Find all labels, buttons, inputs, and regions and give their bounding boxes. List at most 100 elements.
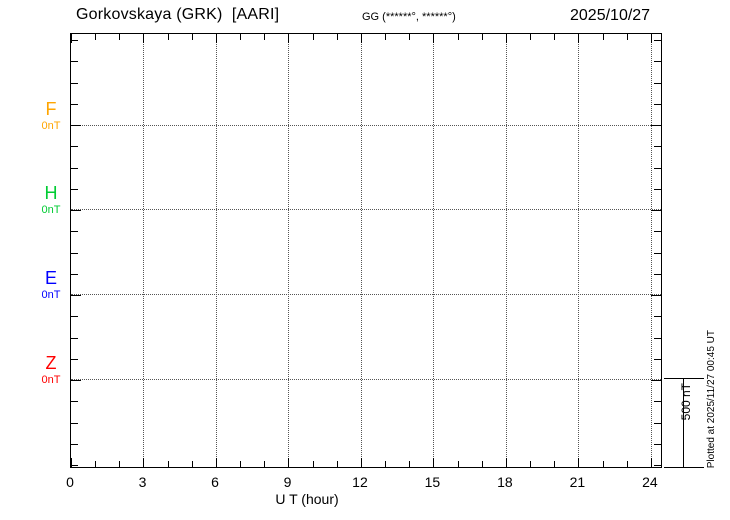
x-axis-tick — [457, 34, 459, 40]
scale-bar-cap-bottom — [664, 467, 704, 468]
component-value-f: 0nT — [41, 120, 61, 132]
y-axis-tick — [654, 231, 661, 233]
vertical-gridline — [433, 34, 435, 467]
y-axis-tick — [651, 210, 661, 211]
component-value-z: 0nT — [41, 374, 61, 386]
x-axis-tick — [264, 34, 266, 40]
x-axis-tick — [602, 461, 604, 467]
y-axis-tick — [71, 40, 78, 41]
y-axis-tick — [71, 252, 78, 254]
y-axis-tick — [71, 188, 78, 190]
component-letter-z: Z — [45, 353, 57, 373]
x-axis-tick — [288, 458, 290, 467]
y-axis-tick — [71, 125, 81, 126]
component-label-h: H 0nT — [34, 184, 68, 217]
x-axis-tick — [481, 34, 483, 40]
vertical-gridline — [288, 34, 290, 467]
x-axis-tick — [240, 461, 242, 467]
x-axis-tick — [626, 461, 628, 467]
y-axis-tick — [654, 337, 661, 339]
x-tick-label: 18 — [497, 474, 513, 490]
y-axis-tick — [71, 422, 78, 424]
y-axis-tick — [71, 316, 78, 318]
x-tick-label: 24 — [642, 474, 658, 490]
y-axis-tick — [71, 358, 78, 360]
y-axis-tick — [71, 443, 78, 445]
y-axis-tick — [71, 167, 78, 169]
y-axis-tick — [654, 273, 661, 275]
x-axis-tick — [240, 34, 242, 40]
x-axis-tick — [95, 461, 97, 467]
x-axis-tick — [530, 34, 532, 40]
x-axis-tick — [578, 34, 580, 43]
y-axis-tick — [654, 103, 661, 105]
x-axis-tick — [602, 34, 604, 40]
y-axis-tick — [651, 380, 661, 381]
y-axis-tick — [71, 146, 78, 148]
component-letter-e: E — [44, 268, 57, 288]
x-axis-title: U T (hour) — [0, 491, 730, 507]
vertical-gridline — [143, 34, 145, 467]
x-tick-label: 9 — [283, 474, 292, 490]
x-axis-tick — [336, 461, 338, 467]
x-axis-tick — [312, 461, 314, 467]
scale-bar — [664, 378, 704, 468]
x-axis-tick — [215, 34, 217, 43]
x-axis-tick — [505, 34, 507, 43]
x-axis-tick — [433, 34, 435, 43]
y-axis-tick — [654, 167, 661, 169]
vertical-gridline — [505, 34, 507, 467]
x-tick-label: 0 — [66, 474, 74, 490]
component-value-h: 0nT — [41, 204, 61, 216]
x-axis-tick — [360, 458, 362, 467]
y-axis-tick — [71, 401, 78, 403]
baseline-gridline-f — [71, 125, 661, 126]
x-axis-tick — [530, 461, 532, 467]
baseline-gridline-h — [71, 209, 661, 210]
y-axis-tick — [71, 210, 81, 211]
y-axis-tick — [654, 188, 661, 190]
x-axis-tick — [360, 34, 362, 43]
x-axis-tick — [554, 34, 556, 40]
y-axis-tick — [71, 103, 78, 105]
x-axis-tick — [71, 458, 72, 467]
x-axis-tick — [312, 34, 314, 40]
baseline-gridline-e — [71, 294, 661, 295]
scale-bar-label: 500 nT — [679, 383, 693, 421]
scale-bar-cap-top — [664, 378, 704, 379]
geographic-coordinates: GG (******°, ******°) — [362, 11, 456, 23]
y-axis-tick — [654, 443, 661, 445]
x-axis-tick — [215, 458, 217, 467]
x-axis-tick — [95, 34, 97, 40]
vertical-gridline — [215, 34, 217, 467]
y-axis-tick — [71, 273, 78, 275]
x-axis-tick — [481, 461, 483, 467]
x-axis-tick — [650, 34, 652, 43]
x-axis-tick — [409, 34, 411, 40]
x-axis-tick — [264, 461, 266, 467]
y-axis-tick — [654, 422, 661, 424]
y-axis-tick — [654, 358, 661, 360]
y-axis-tick — [71, 337, 78, 339]
x-axis-tick — [167, 34, 169, 40]
component-letter-h: H — [44, 183, 58, 203]
x-axis-tick — [119, 461, 121, 467]
x-axis-tick — [143, 34, 145, 43]
vertical-gridline — [650, 34, 652, 467]
x-axis-tick — [650, 458, 652, 467]
x-axis-tick — [409, 461, 411, 467]
y-axis-tick — [71, 231, 78, 233]
y-axis-tick — [651, 125, 661, 126]
x-axis-tick — [554, 461, 556, 467]
x-axis-tick — [626, 34, 628, 40]
component-label-z: Z 0nT — [34, 354, 68, 387]
y-axis-tick — [71, 61, 78, 63]
x-axis-tick — [191, 34, 193, 40]
x-axis-tick — [578, 458, 580, 467]
component-label-f: F 0nT — [34, 100, 68, 133]
vertical-gridline — [360, 34, 362, 467]
y-axis-tick — [654, 61, 661, 63]
magnetogram-plot — [70, 33, 662, 468]
y-axis-tick — [654, 465, 661, 466]
y-axis-tick — [71, 82, 78, 84]
